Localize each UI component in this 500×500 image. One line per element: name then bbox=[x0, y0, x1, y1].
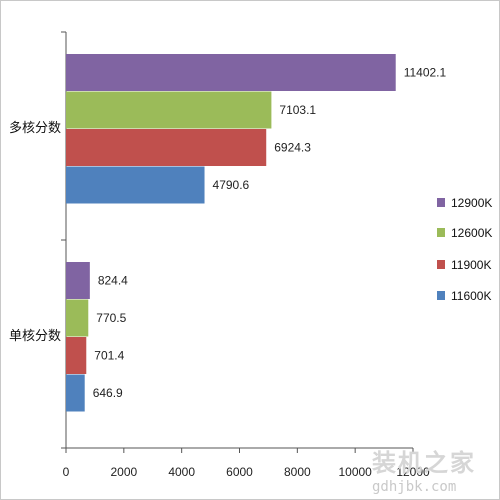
watermark-en: gdhjbk.com bbox=[372, 479, 456, 495]
x-tick-label: 10000 bbox=[338, 465, 372, 479]
x-tick-label: 0 bbox=[63, 465, 70, 479]
data-label: 701.4 bbox=[94, 349, 124, 363]
bar-11600K-multi bbox=[66, 166, 205, 204]
data-label: 11402.1 bbox=[404, 66, 447, 80]
legend-swatch bbox=[437, 260, 445, 269]
bar-11900K-single bbox=[66, 337, 87, 374]
x-tick-label: 4000 bbox=[168, 465, 195, 479]
legend-label: 11900K bbox=[451, 258, 491, 272]
data-label: 6924.3 bbox=[274, 141, 311, 155]
legend-swatch bbox=[437, 228, 445, 237]
data-label: 824.4 bbox=[98, 274, 128, 288]
legend-swatch bbox=[437, 291, 445, 300]
x-tick-label: 8000 bbox=[284, 465, 311, 479]
bar-11900K-multi bbox=[66, 129, 267, 166]
legend-label: 12900K bbox=[451, 196, 492, 210]
legend: 12900K 12600K 11900K 11600K bbox=[437, 196, 492, 303]
bar-12600K-multi bbox=[66, 91, 272, 129]
data-label: 646.9 bbox=[93, 386, 123, 400]
legend-label: 11600K bbox=[451, 289, 491, 303]
bar-12900K-single bbox=[66, 262, 90, 299]
x-tick-label: 12000 bbox=[396, 465, 430, 479]
x-tick-label: 2000 bbox=[110, 465, 137, 479]
bar-12600K-single bbox=[66, 299, 89, 337]
watermark-cn: 装机之家 bbox=[372, 449, 476, 477]
bars: 11402.1 7103.1 6924.3 4790.6 824.4 770.5 701.4… bbox=[66, 54, 447, 412]
data-label: 4790.6 bbox=[213, 178, 250, 192]
legend-label: 12600K bbox=[451, 226, 492, 240]
bar-11600K-single bbox=[66, 374, 85, 412]
data-label: 770.5 bbox=[96, 311, 126, 325]
data-label: 7103.1 bbox=[279, 103, 316, 117]
category-label: 多核分数 bbox=[9, 120, 61, 135]
legend-swatch bbox=[437, 198, 445, 207]
x-tick-label: 6000 bbox=[226, 465, 253, 479]
category-label: 单核分数 bbox=[9, 328, 61, 343]
bar-12900K-multi bbox=[66, 54, 396, 91]
